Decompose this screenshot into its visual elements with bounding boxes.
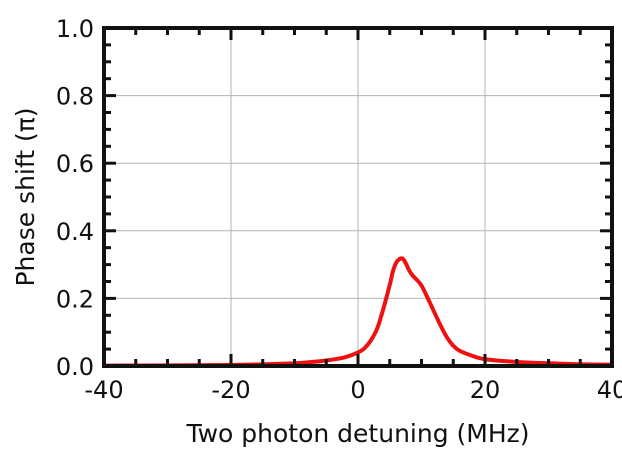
x-axis-label: Two photon detuning (MHz)	[185, 419, 529, 448]
y-tick-label: 0.8	[56, 83, 94, 111]
x-tick-label: -40	[84, 376, 123, 404]
y-axis-label: Phase shift (π)	[11, 107, 40, 286]
tick-labels: -40 -20 0 20 40 0.0 0.2 0.4 0.6 0.8 1.0	[56, 15, 622, 404]
y-tick-label: 0.0	[56, 353, 94, 381]
y-tick-label: 0.4	[56, 218, 94, 246]
grid-lines	[104, 28, 612, 366]
y-tick-label: 1.0	[56, 15, 94, 43]
series-line-0	[102, 256, 614, 368]
x-tick-label: 20	[470, 376, 501, 404]
x-tick-label: 0	[350, 376, 365, 404]
tick-marks	[102, 26, 614, 368]
y-tick-label: 0.6	[56, 150, 94, 178]
series-layer	[102, 256, 614, 368]
x-tick-label: -20	[211, 376, 250, 404]
y-tick-label: 0.2	[56, 285, 94, 313]
x-tick-label: 40	[597, 376, 622, 404]
